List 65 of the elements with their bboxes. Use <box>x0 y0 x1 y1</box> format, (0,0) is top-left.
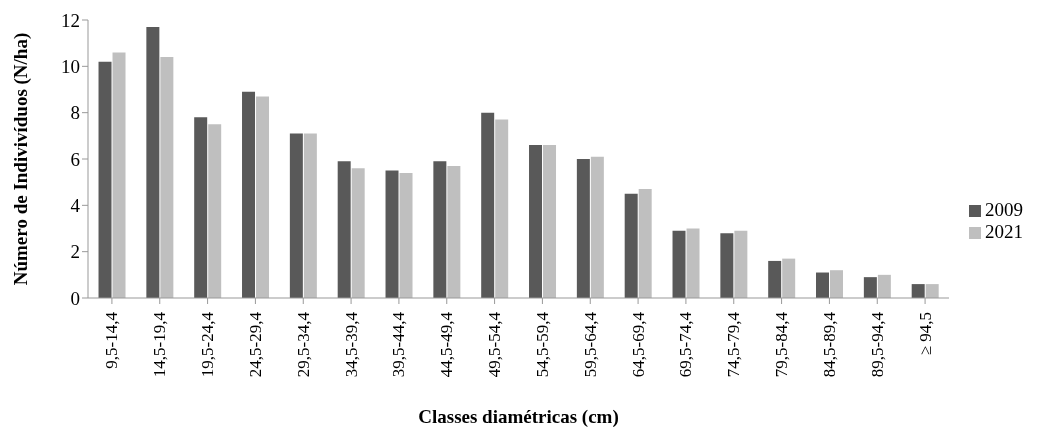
y-tick-label: 2 <box>70 241 80 263</box>
y-tick-label: 4 <box>70 195 81 217</box>
x-tick-label: 74,5-79,4 <box>724 311 744 378</box>
bar <box>686 228 700 298</box>
x-tick-label: 84,5-89,4 <box>819 311 839 378</box>
bar <box>146 26 160 298</box>
bar <box>256 96 270 298</box>
bar <box>208 124 222 298</box>
x-tick-label: 14,5-19,4 <box>150 311 170 378</box>
bar <box>399 172 413 298</box>
x-tick-label: 44,5-49,4 <box>437 311 457 378</box>
x-tick-label: 79,5-84,4 <box>772 311 792 378</box>
x-tick-label: 29,5-34,4 <box>293 311 313 378</box>
bar <box>351 168 365 298</box>
bar <box>925 284 939 298</box>
x-axis-title: Classes diamétricas (cm) <box>418 406 619 428</box>
bar <box>877 274 891 298</box>
bar <box>447 165 461 298</box>
bar <box>782 258 796 298</box>
x-tick-label: 9,5-14,4 <box>102 311 122 369</box>
x-tick-label: 54,5-59,4 <box>532 311 552 378</box>
bar <box>385 170 399 298</box>
bar <box>816 272 830 298</box>
bar <box>638 189 652 298</box>
x-tick-label: 24,5-29,4 <box>245 311 265 378</box>
bar <box>194 117 208 298</box>
y-tick-label: 8 <box>70 102 80 124</box>
x-tick-label: 39,5-44,4 <box>389 311 409 378</box>
x-tick-label: 49,5-54,4 <box>485 311 505 378</box>
bar <box>543 145 557 298</box>
x-tick-label: 19,5-24,4 <box>198 311 218 378</box>
legend-label: 2021 <box>985 220 1023 242</box>
bar <box>495 119 509 298</box>
bar <box>672 230 686 298</box>
legend-label: 2009 <box>985 198 1023 220</box>
x-tick-label: 69,5-74,4 <box>676 311 696 378</box>
bar <box>720 233 734 298</box>
bar <box>590 156 604 298</box>
bar <box>863 277 877 298</box>
x-tick-label: 34,5-39,4 <box>341 311 361 378</box>
bar <box>289 133 303 298</box>
bar <box>160 57 174 298</box>
bar <box>734 230 748 298</box>
x-tick-label: 64,5-69,4 <box>628 311 648 378</box>
y-tick-label: 10 <box>61 56 80 78</box>
bar <box>242 91 256 298</box>
bar <box>830 270 844 298</box>
bar <box>911 284 925 298</box>
bar <box>576 159 590 298</box>
bar <box>529 145 543 298</box>
bar <box>768 260 782 298</box>
x-tick-label: ≥ 94,5 <box>915 312 935 356</box>
y-tick-label: 0 <box>70 287 80 309</box>
y-axis-title: Número de Indivivíduos (N/ha) <box>9 32 32 286</box>
bar <box>481 112 495 298</box>
y-tick-label: 12 <box>61 9 80 31</box>
bar <box>112 52 126 298</box>
x-tick-label: 89,5-94,4 <box>867 311 887 378</box>
bar <box>98 61 112 298</box>
bar <box>624 193 638 298</box>
bar <box>433 161 447 298</box>
y-tick-label: 6 <box>70 148 80 170</box>
bar <box>303 133 317 298</box>
bar <box>337 161 351 298</box>
x-tick-label: 59,5-64,4 <box>580 311 600 378</box>
